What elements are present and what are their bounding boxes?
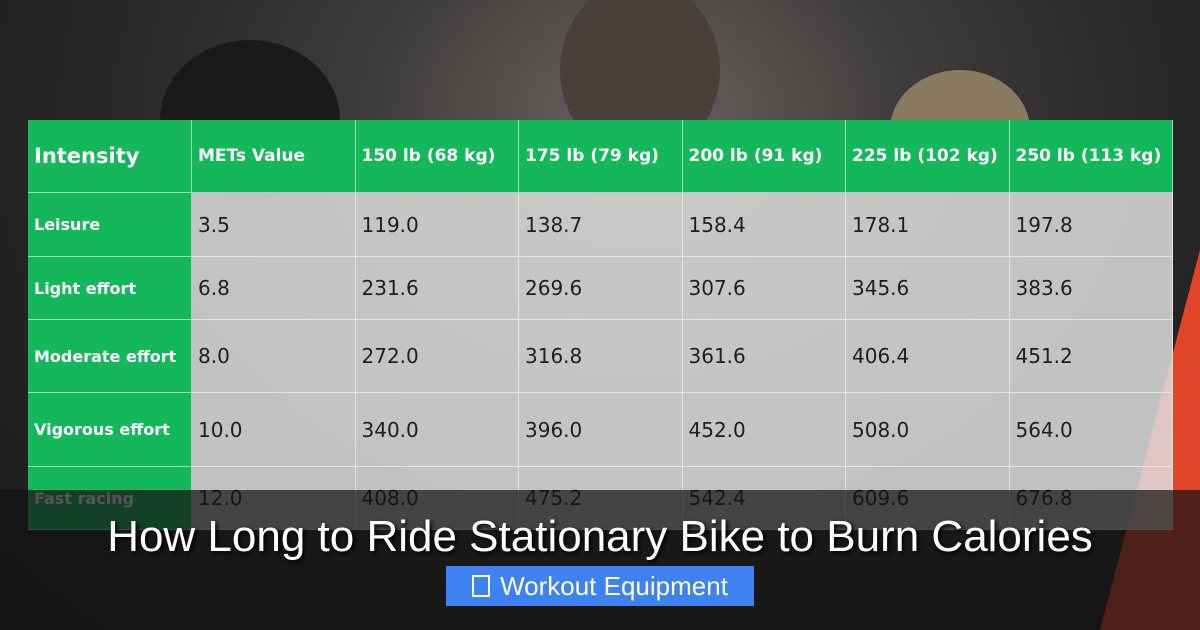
header-cell: 225 lb (102 kg) — [846, 120, 1010, 193]
value-cell: 508.0 — [846, 393, 1010, 467]
value-cell: 272.0 — [355, 320, 519, 393]
category-label[interactable]: Workout Equipment — [500, 570, 728, 601]
calorie-table: Intensity METs Value 150 lb (68 kg) 175 lb … — [28, 120, 1173, 530]
value-cell: 3.5 — [192, 193, 356, 257]
title-band — [0, 490, 1200, 630]
value-cell: 119.0 — [355, 193, 519, 257]
value-cell: 564.0 — [1009, 393, 1173, 467]
value-cell: 340.0 — [355, 393, 519, 467]
value-cell: 316.8 — [519, 320, 683, 393]
header-cell: 175 lb (79 kg) — [519, 120, 683, 193]
value-cell: 8.0 — [192, 320, 356, 393]
row-label: Vigorous effort — [28, 393, 192, 467]
person-silhouette — [560, 0, 720, 160]
value-cell: 361.6 — [682, 320, 846, 393]
value-cell: 6.8 — [192, 257, 356, 320]
category-button[interactable]: Workout Equipment — [446, 566, 754, 606]
category-icon — [472, 575, 491, 597]
value-cell: 451.2 — [1009, 320, 1173, 393]
value-cell: 406.4 — [846, 320, 1010, 393]
value-cell: 10.0 — [192, 393, 356, 467]
value-cell: 345.6 — [846, 257, 1010, 320]
header-cell: METs Value — [192, 120, 356, 193]
post-title: How Long to Ride Stationary Bike to Burn… — [107, 512, 1093, 561]
row-label: Leisure — [28, 193, 192, 257]
value-cell: 138.7 — [519, 193, 683, 257]
value-cell: 231.6 — [355, 257, 519, 320]
value-cell: 383.6 — [1009, 257, 1173, 320]
value-cell: 396.0 — [519, 393, 683, 467]
row-label: Moderate effort — [28, 320, 192, 393]
header-cell: 150 lb (68 kg) — [355, 120, 519, 193]
value-cell: 197.8 — [1009, 193, 1173, 257]
row-label: Light effort — [28, 257, 192, 320]
header-cell: 200 lb (91 kg) — [682, 120, 846, 193]
value-cell: 307.6 — [682, 257, 846, 320]
value-cell: 178.1 — [846, 193, 1010, 257]
header-cell: 250 lb (113 kg) — [1009, 120, 1173, 193]
value-cell: 158.4 — [682, 193, 846, 257]
value-cell: 269.6 — [519, 257, 683, 320]
value-cell: 452.0 — [682, 393, 846, 467]
header-cell: Intensity — [28, 120, 192, 193]
